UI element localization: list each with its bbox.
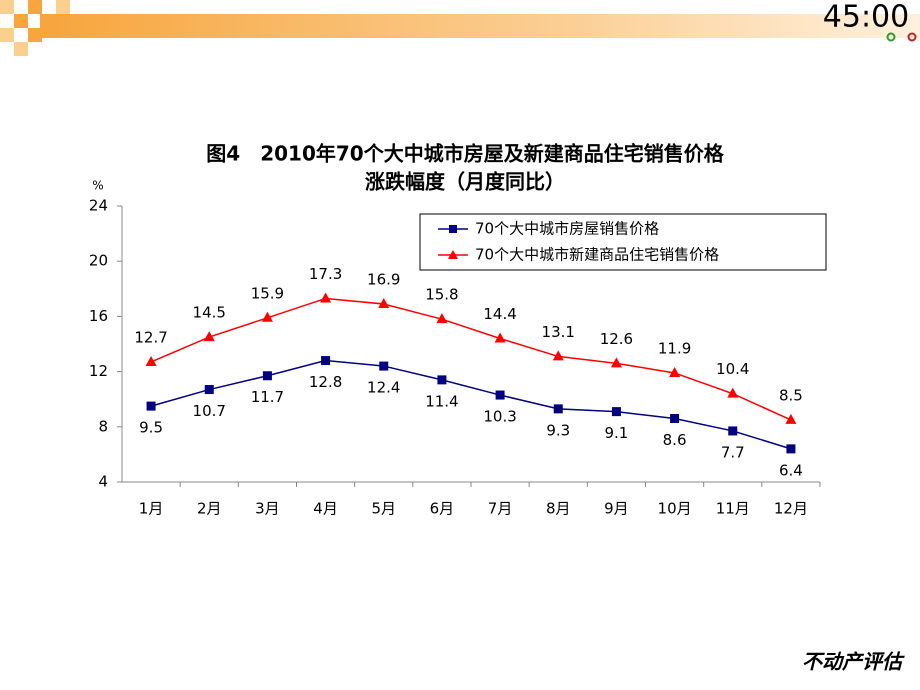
marker	[786, 444, 796, 454]
x-tick-label: 3月	[255, 500, 280, 518]
marker	[785, 413, 797, 424]
footer: 不动产评估	[802, 650, 905, 674]
y-axis-label: %	[92, 179, 103, 193]
x-tick-label: 8月	[546, 500, 571, 518]
data-label: 12.8	[309, 373, 342, 391]
x-tick-label: 11月	[716, 500, 750, 518]
y-tick-label: 16	[89, 307, 108, 325]
legend-marker	[449, 225, 457, 233]
marker	[145, 355, 157, 366]
marker	[262, 371, 272, 381]
marker	[610, 357, 622, 368]
x-tick-label: 10月	[658, 500, 692, 518]
x-tick-label: 1月	[139, 500, 164, 518]
marker	[261, 311, 273, 322]
data-label: 11.4	[425, 392, 458, 410]
marker	[321, 356, 331, 366]
y-tick-label: 20	[89, 252, 108, 270]
data-label: 12.4	[367, 379, 400, 397]
x-tick-label: 6月	[430, 500, 455, 518]
marker	[379, 361, 389, 371]
data-label: 16.9	[367, 270, 400, 288]
data-label: 8.6	[663, 431, 687, 449]
legend-marker	[448, 250, 458, 259]
y-tick-label: 24	[89, 197, 108, 215]
legend-label: 70个大中城市房屋销售价格	[475, 220, 659, 238]
marker	[320, 292, 332, 303]
data-label: 14.5	[193, 304, 226, 322]
data-label: 17.3	[309, 265, 342, 283]
data-label: 9.1	[604, 424, 628, 442]
chart-title: 图4 2010年70个大中城市房屋及新建商品住宅销售价格	[206, 142, 724, 166]
marker	[669, 366, 681, 377]
data-label: 15.8	[425, 286, 458, 304]
marker	[494, 332, 506, 343]
marker	[670, 414, 680, 424]
x-tick-label: 2月	[197, 500, 222, 518]
marker	[727, 387, 739, 398]
x-tick-label: 4月	[313, 500, 338, 518]
marker	[552, 350, 564, 361]
series-line	[150, 297, 792, 421]
x-tick-label: 12月	[774, 500, 808, 518]
data-label: 15.9	[251, 284, 284, 302]
data-label: 7.7	[721, 443, 745, 461]
marker	[553, 404, 563, 414]
x-tick-label: 5月	[371, 500, 396, 518]
marker	[437, 375, 447, 385]
series-line	[150, 359, 792, 450]
timer: 45:00	[823, 0, 909, 35]
marker	[728, 426, 738, 436]
data-label: 10.7	[193, 402, 226, 420]
marker	[203, 331, 215, 342]
marker	[378, 297, 390, 308]
marker	[611, 407, 621, 417]
data-label: 8.5	[779, 386, 803, 404]
marker	[204, 385, 214, 395]
data-label: 11.7	[251, 388, 284, 406]
data-label: 12.7	[134, 328, 167, 346]
data-label: 11.9	[658, 339, 691, 357]
chart-subtitle: 涨跌幅度（月度同比）	[365, 170, 565, 194]
data-label: 12.6	[600, 330, 633, 348]
data-label: 13.1	[542, 323, 575, 341]
data-label: 10.4	[716, 360, 749, 378]
marker	[436, 313, 448, 324]
marker	[495, 390, 505, 400]
x-tick-label: 9月	[604, 500, 629, 518]
x-tick-label: 7月	[488, 500, 513, 518]
y-tick-label: 8	[98, 417, 108, 435]
data-label: 14.4	[483, 305, 516, 323]
data-label: 9.5	[139, 419, 163, 437]
legend-box	[419, 213, 827, 271]
marker	[146, 401, 156, 411]
y-tick-label: 12	[89, 362, 108, 380]
data-label: 10.3	[483, 408, 516, 426]
data-label: 9.3	[546, 421, 570, 439]
y-tick-label: 4	[98, 473, 108, 491]
decoration	[0, 0, 920, 56]
legend-label: 70个大中城市新建商品住宅销售价格	[475, 246, 719, 264]
data-label: 6.4	[779, 461, 803, 479]
